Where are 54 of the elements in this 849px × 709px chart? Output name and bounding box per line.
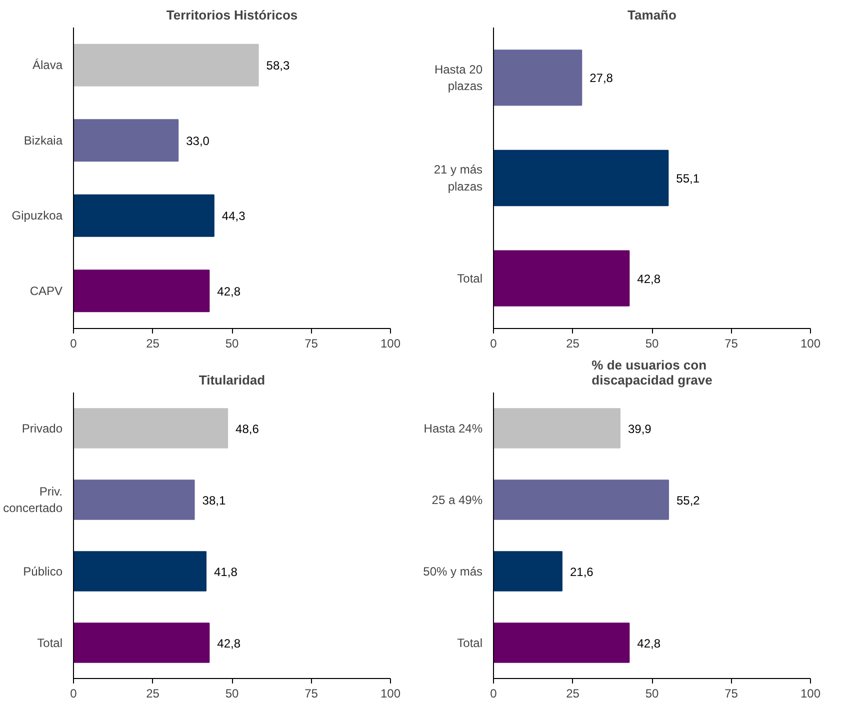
chart-title: % de usuarios con discapacidad grave [592,358,712,388]
y-tick-label: Total [457,271,483,286]
data-label: 48,6 [236,422,260,436]
y-tick-label: 50% y más [423,564,483,578]
x-tick-label: 25 [146,686,160,700]
data-label: 42,8 [637,272,661,286]
data-label: 33,0 [186,134,210,148]
x-tick-label: 75 [724,336,738,350]
x-tick-label: 75 [304,336,318,350]
x-tick-label: 75 [724,686,738,700]
x-tick-label: 25 [146,336,160,350]
y-tick-label: 21 y más plazas [434,162,482,194]
x-tick-label: 100 [380,336,401,350]
data-label: 55,1 [676,172,700,186]
data-label: 58,3 [266,58,290,73]
data-label: 42,8 [217,284,241,298]
data-label: 27,8 [590,71,614,86]
x-tick-label: 0 [490,336,498,350]
y-tick-label: Hasta 20 plazas [434,62,483,94]
y-tick-label: 25 a 49% [432,492,483,507]
y-tick-label: Total [37,636,63,650]
x-tick-label: 100 [800,686,821,700]
y-tick-label: Álava [32,58,63,72]
y-tick-label: Hasta 24% [424,421,483,436]
x-tick-label: 100 [380,686,401,700]
data-label: 42,8 [637,636,661,650]
y-tick-label: Total [457,636,483,650]
x-tick-label: 75 [304,686,318,700]
data-label: 41,8 [214,564,238,579]
data-label: 42,8 [217,636,241,650]
x-tick-label: 50 [225,336,239,350]
chart-title: Tamaño [628,8,676,22]
data-label: 55,2 [676,493,700,508]
x-tick-label: 100 [800,336,821,350]
y-tick-label: CAPV [30,284,63,298]
chart-title: Titularidad [198,372,266,388]
x-tick-label: 50 [645,336,659,350]
x-tick-label: 0 [70,686,78,700]
y-tick-label: Gipuzkoa [12,208,63,223]
chart-title: Territorios Históricos [166,8,298,22]
x-tick-label: 25 [566,686,580,700]
x-tick-label: 50 [225,686,239,700]
y-tick-label: Priv. concertado [3,484,63,516]
y-tick-label: Público [23,564,63,578]
data-label: 44,3 [222,209,246,224]
y-tick-label: Privado [22,421,63,436]
x-tick-label: 25 [566,336,580,350]
x-tick-label: 0 [490,686,498,700]
data-label: 39,9 [628,422,652,436]
data-label: 21,6 [570,564,594,579]
y-tick-label: Bizkaia [24,133,63,148]
x-tick-label: 50 [645,686,659,700]
data-label: 38,1 [202,493,226,508]
x-tick-label: 0 [70,336,78,350]
